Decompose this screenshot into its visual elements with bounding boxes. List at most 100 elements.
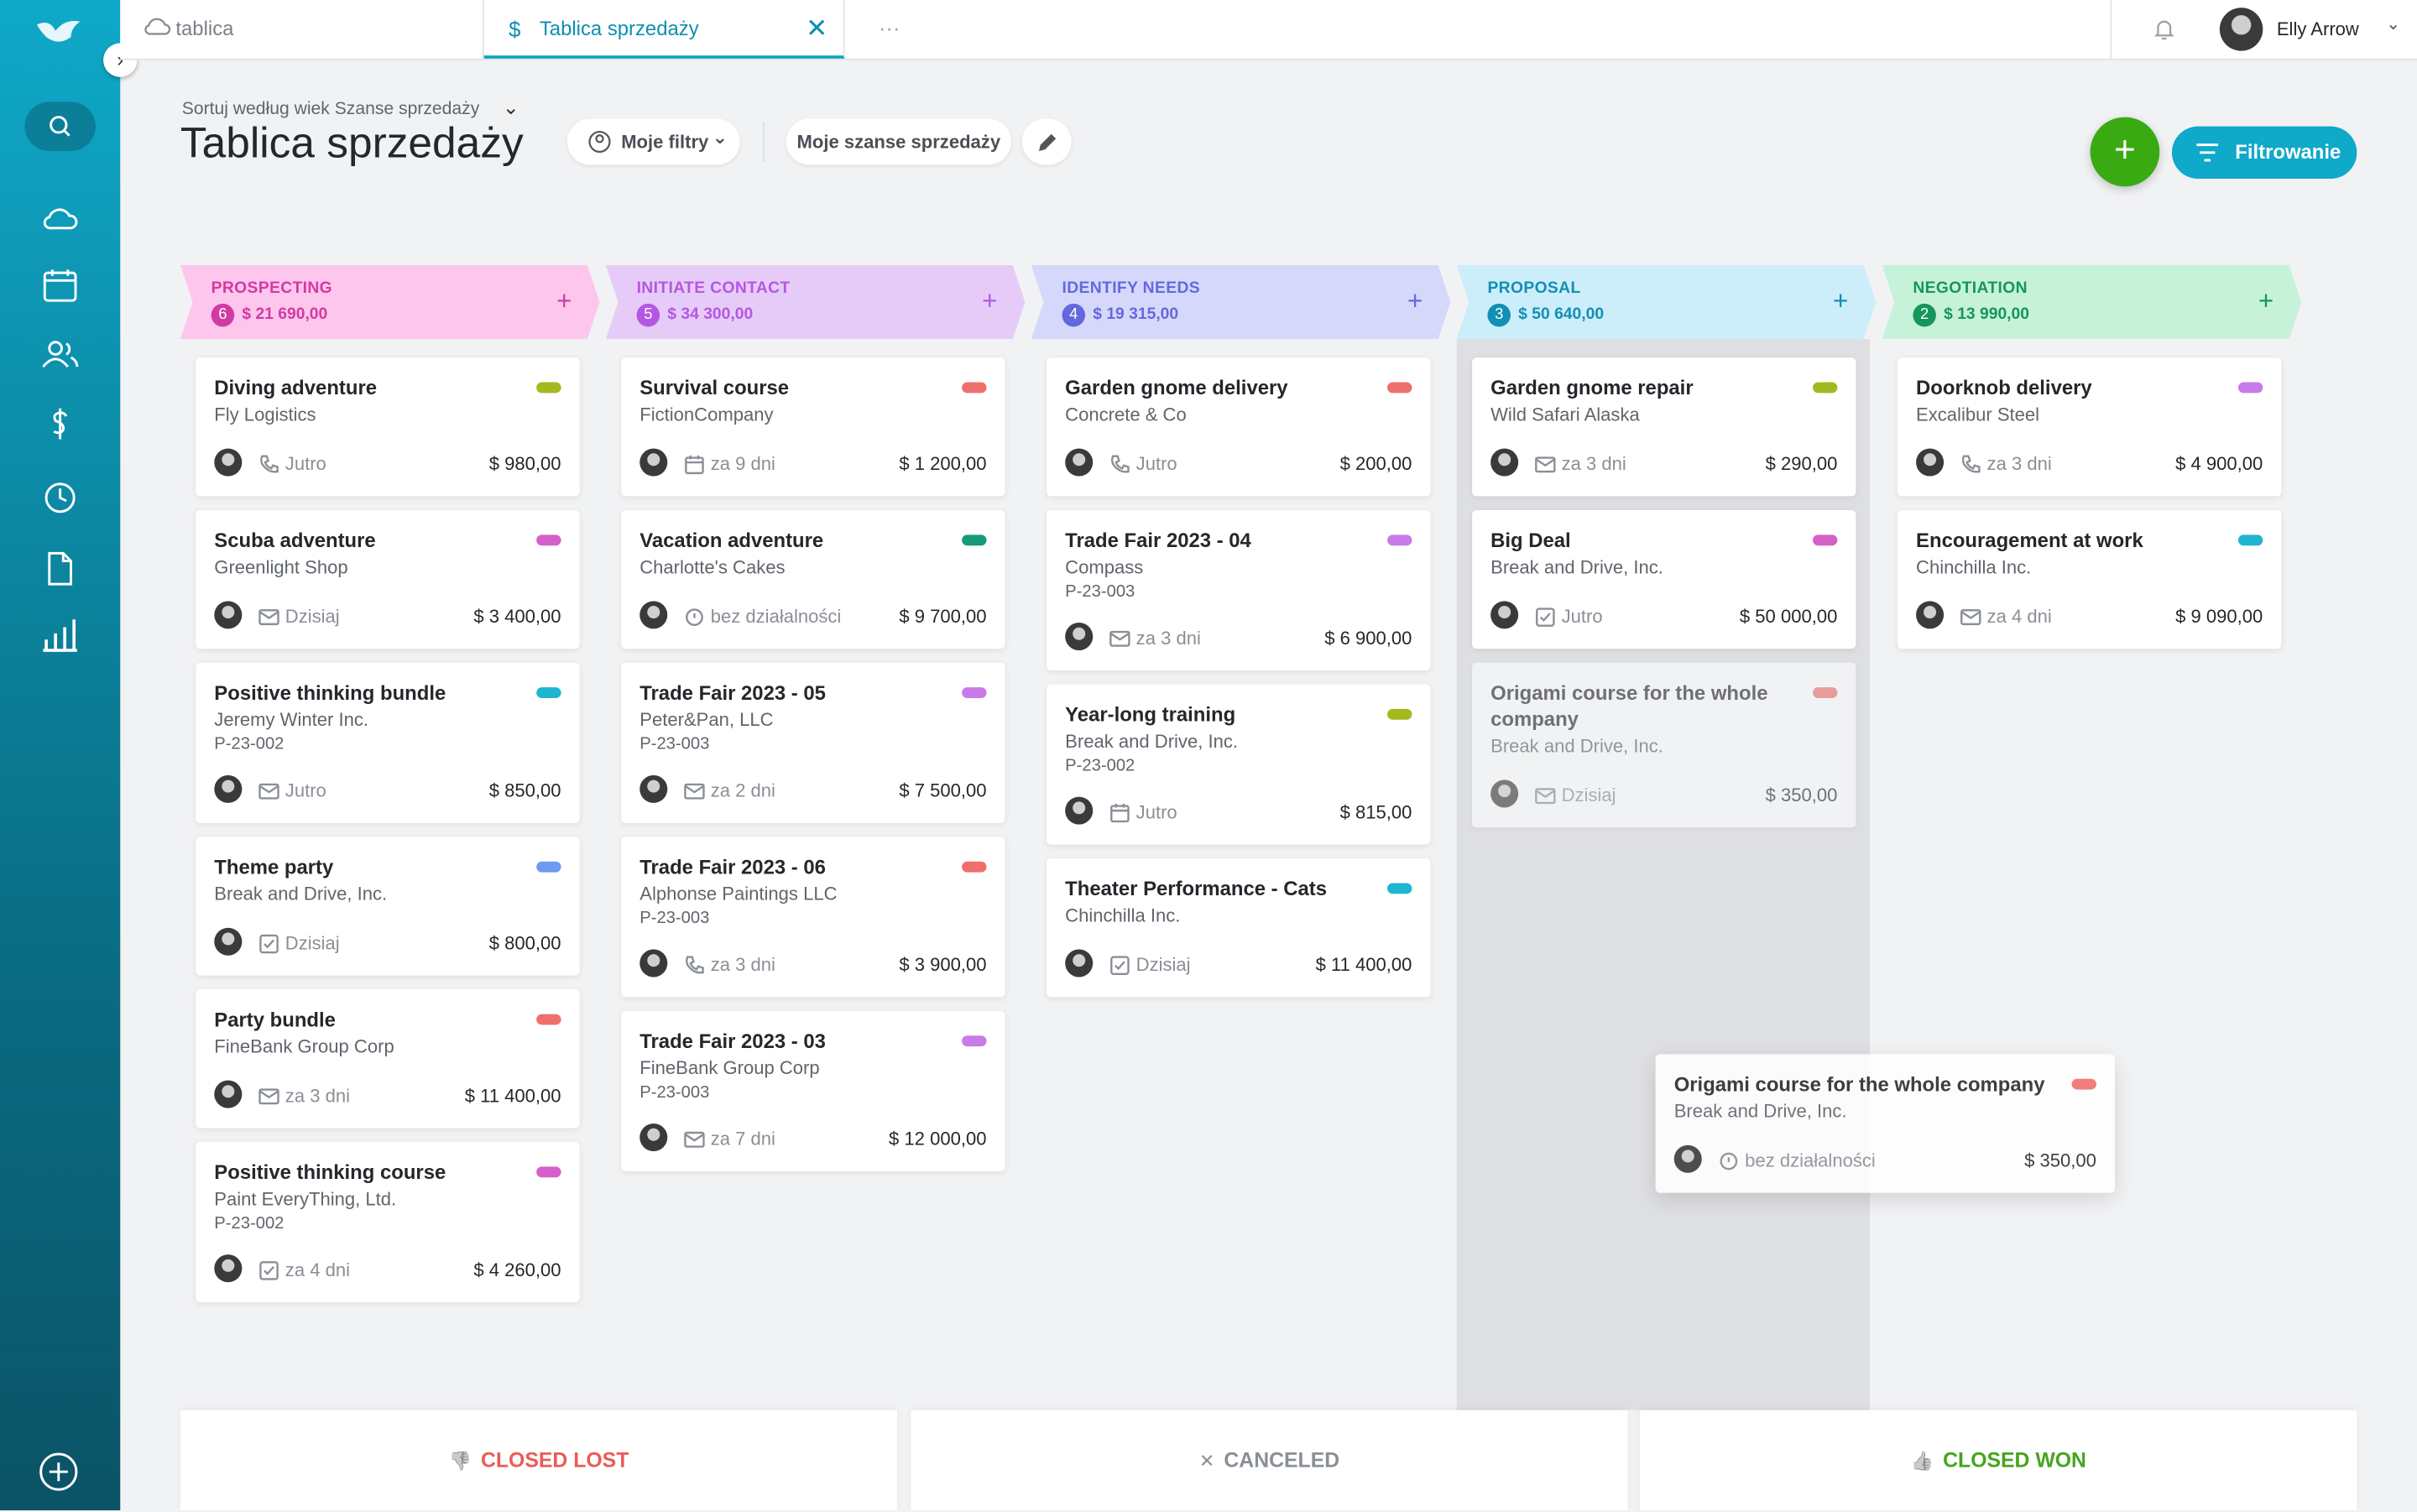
deal-card[interactable]: Garden gnome repair Wild Safari Alaska za … <box>1472 357 1856 497</box>
activity-icon <box>258 779 281 811</box>
notifications[interactable] <box>2152 17 2176 50</box>
user-menu[interactable]: Elly Arrow ⌄ <box>2219 8 2413 51</box>
column-name: PROSPECTING <box>211 279 333 298</box>
add-deal[interactable]: + <box>982 286 998 316</box>
tab-more[interactable]: ··· <box>878 15 901 40</box>
deal-footer: za 3 dni $ 290,00 <box>1490 448 1837 479</box>
sort-chevron[interactable]: ⌄ <box>502 95 519 119</box>
activity: Jutro <box>285 779 326 802</box>
activity: Jutro <box>285 452 326 475</box>
activity-icon <box>258 1085 281 1116</box>
cloud-icon[interactable] <box>42 203 79 234</box>
calendar-icon[interactable] <box>42 269 79 302</box>
deal-footer: za 3 dni $ 3 900,00 <box>639 949 987 980</box>
deal-tag <box>1812 382 1838 394</box>
activity-icon <box>1959 606 1982 637</box>
owner-avatar <box>639 601 668 629</box>
deal-card[interactable]: Year-long training Break and Drive, Inc. P… <box>1047 684 1431 845</box>
deal-tag <box>1812 687 1838 699</box>
contacts-icon[interactable] <box>42 339 79 370</box>
filter-button[interactable]: Filtrowanie <box>2171 126 2357 180</box>
add-icon[interactable] <box>39 1452 79 1492</box>
deal-card[interactable]: Trade Fair 2023 - 03 FineBank Group Corp P… <box>621 1010 1005 1171</box>
deal-card[interactable]: Theme party Break and Drive, Inc. Dzisiaj $… <box>196 837 580 976</box>
deal-card[interactable]: Scuba adventure Greenlight Shop Dzisiaj $ 3… <box>196 509 580 649</box>
drop-zone[interactable]: ✕ CANCELED <box>911 1410 1628 1510</box>
deal-tag <box>536 687 561 699</box>
add-deal-button[interactable]: + <box>2090 117 2160 187</box>
drop-zone[interactable]: 👍 CLOSED WON <box>1640 1410 2357 1510</box>
deal-code: P-23-002 <box>214 1214 285 1233</box>
tab-label: Tablica sprzedaży <box>539 17 699 40</box>
deal-title: Garden gnome delivery <box>1065 376 1288 399</box>
activity: Jutro <box>1135 452 1177 475</box>
history-icon[interactable] <box>42 481 79 514</box>
deal-card[interactable]: Trade Fair 2023 - 05 Peter&Pan, LLC P-23-0… <box>621 662 1005 823</box>
add-deal[interactable]: + <box>2258 286 2274 316</box>
activity: za 9 dni <box>710 452 775 475</box>
activity: Jutro <box>1135 801 1177 823</box>
deal-card[interactable]: Theater Performance - Cats Chinchilla Inc… <box>1047 858 1431 998</box>
deal-card[interactable]: Trade Fair 2023 - 06 Alphonse Paintings L… <box>621 837 1005 998</box>
deal-card[interactable]: Positive thinking bundle Jeremy Winter In… <box>196 662 580 823</box>
deal-amount: $ 980,00 <box>488 452 561 475</box>
deal-footer: za 4 dni $ 9 090,00 <box>1916 601 2263 632</box>
deal-card[interactable]: Positive thinking course Paint EveryThing… <box>196 1142 580 1303</box>
add-deal[interactable]: + <box>556 286 572 316</box>
activity-icon <box>683 954 707 985</box>
activity: za 3 dni <box>285 1085 350 1107</box>
my-filters[interactable]: Moje filtry ⌄ <box>566 118 740 165</box>
tab-close[interactable]: ✕ <box>806 13 828 44</box>
activity-icon <box>1534 785 1558 816</box>
owner-avatar <box>1490 779 1519 808</box>
deal-title: Origami course for the whole company <box>1490 680 1768 731</box>
deal-footer: Jutro $ 200,00 <box>1065 448 1412 479</box>
deal-card[interactable]: Survival course FictionCompany za 9 dni $ 1… <box>621 357 1005 497</box>
deal-card[interactable]: Origami course for the whole company Brea… <box>1472 662 1856 828</box>
deal-title: Survival course <box>639 376 790 399</box>
deal-title: Origami course for the whole company <box>1673 1072 2045 1096</box>
document-icon[interactable] <box>42 551 79 586</box>
deal-title: Scuba adventure <box>214 528 376 552</box>
tab[interactable]: tablica <box>120 0 484 59</box>
activity-icon <box>683 606 707 637</box>
activity: za 4 dni <box>285 1259 350 1281</box>
separator <box>763 122 765 162</box>
deal-title: Positive thinking bundle <box>214 680 446 705</box>
reports-icon[interactable] <box>42 617 79 654</box>
sales-icon[interactable] <box>42 407 79 441</box>
deal-company: Alphonse Paintings LLC <box>639 883 838 905</box>
column-total: $ 34 300,00 <box>667 305 754 324</box>
deal-card[interactable]: Party bundle FineBank Group Corp za 3 dni $… <box>196 989 580 1129</box>
deal-card[interactable]: Big Deal Break and Drive, Inc. Jutro $ 50 0… <box>1472 509 1856 649</box>
owner-avatar <box>1065 448 1094 477</box>
activity-icon <box>1534 453 1558 484</box>
deal-card[interactable]: Doorknob delivery Excalibur Steel za 3 dni… <box>1898 357 2282 497</box>
drop-zone[interactable]: 👎 CLOSED LOST <box>180 1410 897 1510</box>
tab[interactable]: $ Tablica sprzedaży ✕ <box>483 0 845 59</box>
owner-avatar <box>639 448 668 477</box>
column-total: $ 21 690,00 <box>242 305 328 324</box>
activity-icon <box>683 1128 707 1159</box>
deal-tag <box>1387 708 1412 720</box>
deal-footer: za 3 dni $ 6 900,00 <box>1065 623 1412 654</box>
deal-card[interactable]: Vacation adventure Charlotte's Cakes bez d… <box>621 509 1005 649</box>
activity: za 3 dni <box>710 953 775 976</box>
sort-label[interactable]: Sortuj według wiek Szanse sprzedaży <box>181 100 480 119</box>
search-button[interactable] <box>24 102 96 151</box>
deal-card[interactable]: Diving adventure Fly Logistics Jutro $ 980,… <box>196 357 580 497</box>
add-deal[interactable]: + <box>1407 286 1423 316</box>
my-deals[interactable]: Moje szanse sprzedaży <box>786 118 1011 165</box>
deal-card[interactable]: Trade Fair 2023 - 04 Compass P-23-003 za 3 … <box>1047 509 1431 670</box>
deal-card[interactable]: Origami course for the whole company Brea… <box>1655 1054 2115 1193</box>
deal-amount: $ 1 200,00 <box>899 452 987 475</box>
column-count: 6 <box>211 303 235 327</box>
column-total: $ 50 640,00 <box>1518 305 1605 324</box>
edit-button[interactable] <box>1021 118 1072 165</box>
add-deal[interactable]: + <box>1832 286 1849 316</box>
deal-card[interactable]: Garden gnome delivery Concrete & Co Jutro $… <box>1047 357 1431 497</box>
owner-avatar <box>214 1254 243 1283</box>
filter-icon <box>587 118 612 181</box>
deal-card[interactable]: Encouragement at work Chinchilla Inc. za 4… <box>1898 509 2282 649</box>
deal-footer: Jutro $ 50 000,00 <box>1490 601 1837 632</box>
